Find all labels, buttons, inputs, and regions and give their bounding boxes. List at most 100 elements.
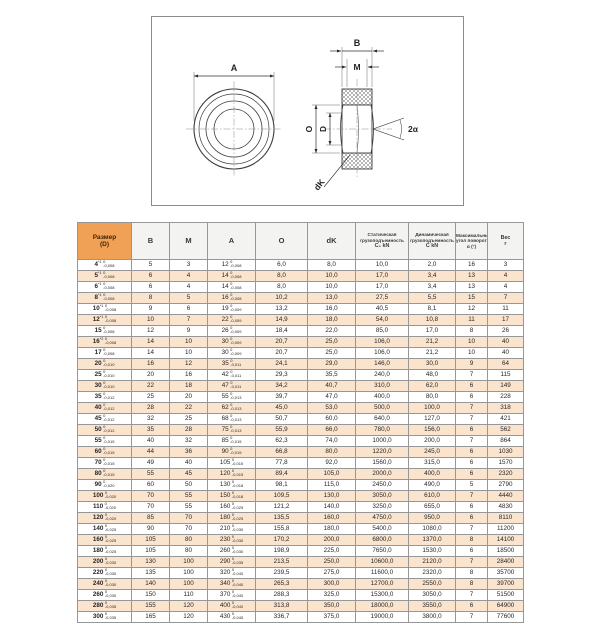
cell-size: 50 0 -0,012: [77, 424, 132, 436]
cell-o: 62,3: [255, 435, 308, 447]
cell-m: 70: [169, 512, 208, 524]
cell-weight: 40: [487, 347, 524, 359]
cell-size: 15 0 -0,008: [77, 325, 132, 337]
cell-size: 100 0 -0,020: [77, 490, 132, 502]
cell-dk: 80,0: [307, 446, 356, 458]
cell-a: 16 0 -0,008: [207, 292, 256, 304]
cell-static-load: 17,0: [355, 281, 409, 293]
cell-a: 120 0 -0,015: [207, 468, 256, 480]
cell-a: 180 0 -0,025: [207, 512, 256, 524]
cell-m: 100: [169, 567, 208, 579]
tolerance: 0 -0,008: [230, 281, 242, 291]
cell-max-angle: 7: [455, 490, 488, 502]
cell-size: 10*1 0 -0,008: [77, 303, 132, 315]
cell-dk: 66,0: [307, 424, 356, 436]
cell-size: 45 0 -0,012: [77, 413, 132, 425]
label-m: M: [353, 62, 360, 72]
col-header-size: Размер (D): [77, 222, 132, 260]
cell-static-load: 40,5: [355, 303, 409, 315]
cell-weight: 3: [487, 259, 524, 271]
cell-a: 12 0 -0,008: [207, 259, 256, 271]
cell-static-load: 19000,0: [355, 611, 409, 623]
cell-dynamic-load: 655,0: [408, 501, 456, 513]
cell-weight: 18500: [487, 545, 524, 557]
cell-dynamic-load: 2,0: [408, 259, 456, 271]
tolerance: 0 -0,008: [230, 259, 242, 269]
tolerance: 0 -0,045: [231, 611, 244, 621]
cell-weight: 1030: [487, 446, 524, 458]
cell-dk: 47,0: [307, 391, 356, 403]
cell-a: 47 0 -0,011: [207, 380, 256, 392]
cell-size: 160 0 -0,025: [77, 534, 132, 546]
cell-dynamic-load: 200,0: [408, 435, 456, 447]
cell-o: 155,8: [255, 523, 308, 535]
cell-dynamic-load: 127,0: [408, 413, 456, 425]
tolerance: 0 -0,015: [103, 468, 115, 478]
cell-static-load: 780,0: [355, 424, 409, 436]
cell-m: 3: [169, 259, 208, 271]
cell-o: 13,2: [255, 303, 308, 315]
cell-max-angle: 10: [455, 336, 488, 348]
tolerance: 0 -0,015: [230, 435, 242, 445]
cell-dk: 105,0: [307, 468, 356, 480]
cell-dynamic-load: 400,0: [408, 468, 456, 480]
cell-o: 98,1: [255, 479, 308, 491]
cell-static-load: 1000,0: [355, 435, 409, 447]
cell-dynamic-load: 156,0: [408, 424, 456, 436]
cell-max-angle: 7: [455, 556, 488, 568]
cell-max-angle: 7: [455, 413, 488, 425]
front-view: [186, 81, 282, 177]
cell-dynamic-load: 490,0: [408, 479, 456, 491]
cell-dk: 8,0: [307, 259, 356, 271]
cell-b: 44: [131, 446, 170, 458]
cell-weight: 4: [487, 270, 524, 282]
dimension-2alpha: 2α: [372, 117, 419, 141]
cell-dynamic-load: 3800,0: [408, 611, 456, 623]
tolerance: 0 -0,020: [104, 512, 117, 522]
cell-a: 22 0 -0,009: [207, 314, 256, 326]
table-row: 40 0 -0,012 28 22 62 0 -0,013 45,0 53,0 500,0 100,0…: [77, 402, 524, 414]
tolerance: 0 -0,011: [230, 380, 242, 390]
table-row: 50 0 -0,012 35 28 75 0 -0,013 55,9 66,0 780,0 156,0…: [77, 424, 524, 436]
cell-max-angle: 7: [455, 435, 488, 447]
tolerance: 0 -0,009: [230, 314, 242, 324]
cell-b: 16: [131, 358, 170, 370]
cell-static-load: 5400,0: [355, 523, 409, 535]
cell-static-load: 1220,0: [355, 446, 409, 458]
col-header-o: O: [255, 222, 308, 260]
tolerance: 0 -0,009: [230, 336, 242, 346]
cell-b: 14: [131, 347, 170, 359]
tolerance: 0 -0,020: [104, 501, 116, 511]
table-row: 15 0 -0,008 12 9 26 0 -0,009 18,4 22,0 85,0 17,0 8 26: [77, 325, 524, 337]
table-row: 240 0 -0,030 140 100 340 0 -0,040 265,3 300,0 1270…: [77, 578, 524, 590]
cell-weight: 149: [487, 380, 524, 392]
cell-o: 8,0: [255, 281, 308, 293]
cell-m: 12: [169, 358, 208, 370]
cell-dynamic-load: 950,0: [408, 512, 456, 524]
tolerance: 0 -0,011: [230, 369, 242, 379]
cell-weight: 2320: [487, 468, 524, 480]
bearing-drawing: A B: [186, 38, 419, 192]
cell-a: 42 0 -0,011: [207, 369, 256, 381]
tolerance: 0 -0,008: [230, 292, 242, 302]
cell-b: 12: [131, 325, 170, 337]
cell-size: 4*1 0 -0,008: [77, 259, 132, 271]
cell-dynamic-load: 17,0: [408, 325, 456, 337]
cell-static-load: 3250,0: [355, 501, 409, 513]
cell-dynamic-load: 1370,0: [408, 534, 456, 546]
cell-weight: 28400: [487, 556, 524, 568]
cell-a: 14 0 -0,008: [207, 281, 256, 293]
dimension-a: A: [193, 63, 275, 121]
cell-m: 70: [169, 523, 208, 535]
tolerance: 0 -0,008: [104, 314, 117, 324]
cell-a: 290 0 -0,035: [207, 556, 256, 568]
cell-size: 140 0 -0,025: [77, 523, 132, 535]
cell-m: 120: [169, 611, 208, 623]
cell-a: 14 0 -0,008: [207, 270, 256, 282]
cell-static-load: 11600,0: [355, 567, 409, 579]
cell-a: 85 0 -0,015: [207, 435, 256, 447]
cell-dynamic-load: 2120,0: [408, 556, 456, 568]
table-row: 200 0 -0,030 130 100 290 0 -0,035 213,5 250,0 1060…: [77, 556, 524, 568]
cell-weight: 39700: [487, 578, 524, 590]
dimension-m: M: [335, 59, 379, 87]
